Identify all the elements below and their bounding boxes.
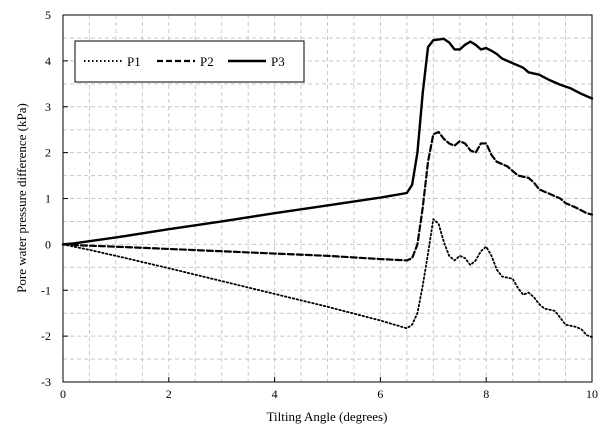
tick-labels: 0 2 4 6 8 10 -3 -2 -1 0 1 2 3 4 5 (41, 8, 598, 401)
legend: P1 P2 P3 (74, 40, 305, 83)
y-tick-label: -2 (41, 329, 51, 343)
legend-label-p3: P3 (271, 54, 285, 69)
y-axis-title: Pore water pressure difference (kPa) (14, 103, 29, 293)
x-tick-label: 4 (272, 387, 278, 401)
y-tick-label: 5 (45, 8, 51, 22)
x-tick-label: 2 (166, 387, 172, 401)
legend-label-p2: P2 (200, 54, 214, 69)
y-tick-label: 4 (45, 54, 51, 68)
series-line-p3 (61, 37, 594, 246)
series-layer (61, 37, 594, 338)
series-line-p2 (61, 130, 594, 262)
y-tick-label: -3 (41, 375, 51, 389)
series-line-p1 (62, 218, 593, 338)
x-tick-label: 6 (377, 387, 383, 401)
y-tick-label: 2 (45, 146, 51, 160)
x-tick-label: 8 (483, 387, 489, 401)
y-tick-label: 1 (45, 192, 51, 206)
y-tick-label: 0 (45, 237, 51, 251)
x-tick-label: 0 (60, 387, 66, 401)
legend-label-p1: P1 (127, 54, 141, 69)
y-tick-label: -1 (41, 283, 51, 297)
y-tick-label: 3 (45, 100, 51, 114)
x-axis-title: Tilting Angle (degrees) (267, 409, 388, 424)
ticks (62, 14, 593, 383)
grid (63, 15, 592, 382)
x-tick-label: 10 (586, 387, 598, 401)
